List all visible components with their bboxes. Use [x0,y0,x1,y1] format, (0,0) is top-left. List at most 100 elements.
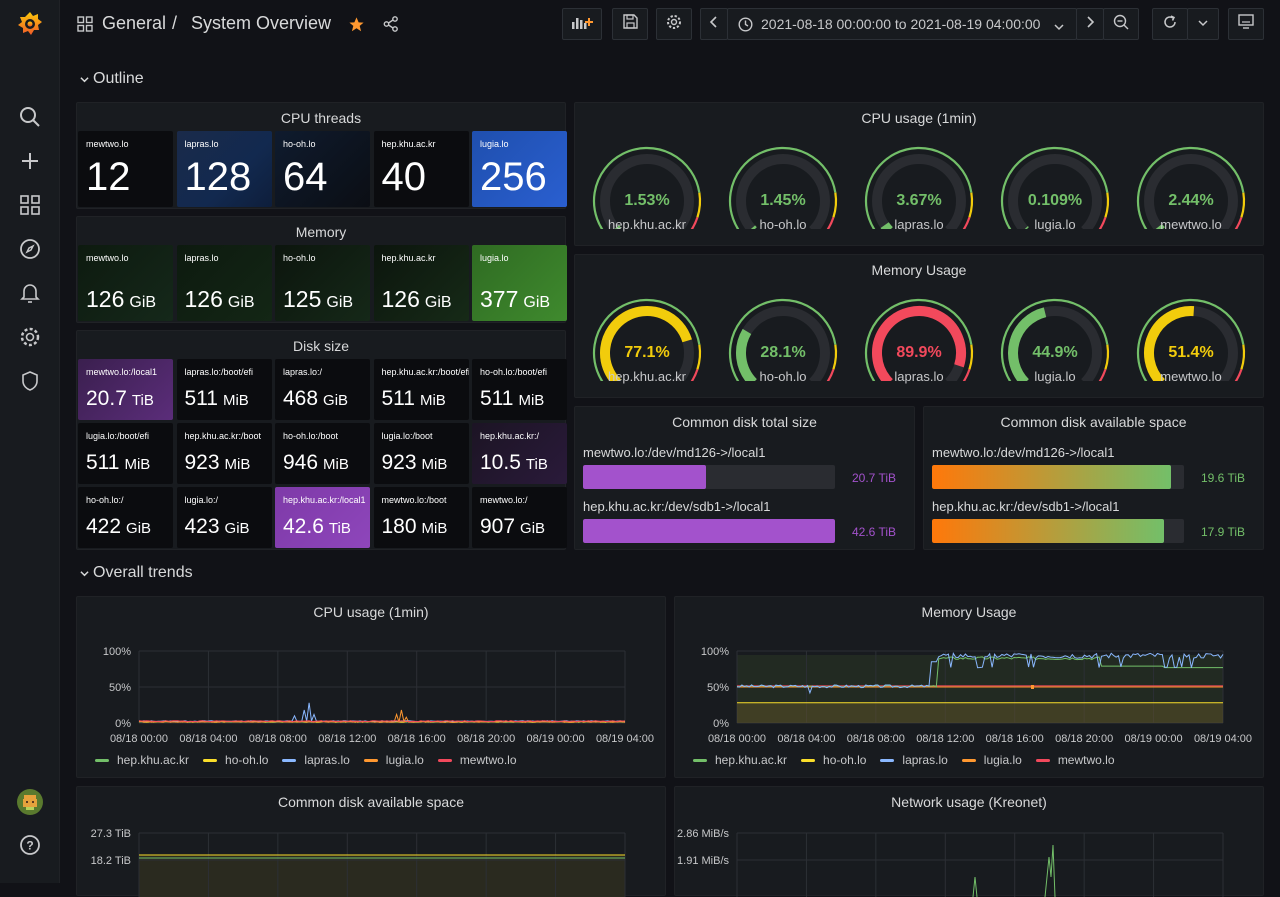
stat-tile[interactable]: lugia.lo:/ 423 GiB [176,487,272,548]
memory-usage-graph[interactable]: 100% 50% 0% 08/18 00:00 08/18 04:00 08/18 08:… [675,627,1263,777]
zoom-out-button[interactable] [1103,8,1139,40]
stat-value: 422 GiB [86,515,151,539]
row-outline-header[interactable]: Outline [80,70,144,88]
network-usage-graph[interactable]: 2.86 MiB/s 1.91 MiB/s [675,817,1263,897]
stat-number: 125 [283,286,322,312]
legend-item[interactable]: lugia.lo [363,753,424,767]
gauge[interactable]: 1.53% hep.khu.ac.kr [587,139,707,249]
cpu-usage-graph[interactable]: 100% 50% 0% 08/18 00:00 08/18 04:00 08/18 08:… [77,627,665,777]
legend-item[interactable]: mewtwo.lo [1035,753,1115,767]
stat-tile[interactable]: lapras.lo:/boot/efi 511 MiB [176,359,272,420]
legend-item[interactable]: lapras.lo [880,753,948,767]
stat-tile[interactable]: ho-oh.lo:/ 422 GiB [78,487,173,548]
user-avatar[interactable] [15,787,45,817]
stat-tile[interactable]: ho-oh.lo 64 [275,131,370,207]
stat-tile[interactable]: hep.khu.ac.kr 126 GiB [373,245,469,321]
time-range-back-button[interactable] [700,8,728,40]
stat-tile[interactable]: mewtwo.lo 126 GiB [78,245,173,321]
save-dashboard-button[interactable] [612,8,648,40]
dashboards-icon[interactable] [15,190,45,220]
stat-unit: MiB [222,392,249,409]
stat-tile[interactable]: lapras.lo 126 GiB [176,245,272,321]
stat-tile[interactable]: hep.khu.ac.kr:/local1 42.6 TiB [275,487,370,548]
time-range-picker[interactable]: 2021-08-18 00:00:00 to 2021-08-19 04:00:… [727,8,1077,40]
stat-tile[interactable]: lugia.lo 256 [472,131,567,207]
legend-item[interactable]: ho-oh.lo [801,753,866,767]
stat-tile[interactable]: hep.khu.ac.kr 40 [373,131,469,207]
stat-tile[interactable]: hep.khu.ac.kr:/boot 923 MiB [176,423,272,484]
stat-tile[interactable]: lapras.lo 128 [176,131,272,207]
bar-track [583,519,835,543]
stat-label: lapras.lo [184,253,219,263]
gauge[interactable]: 89.9% lapras.lo [859,291,979,401]
disk-available-graph[interactable]: 27.3 TiB 18.2 TiB [77,817,665,897]
stat-unit: GiB [224,520,250,537]
stat-tile[interactable]: lugia.lo:/boot/efi 511 MiB [78,423,173,484]
stat-tile[interactable]: ho-oh.lo 125 GiB [275,245,370,321]
refresh-button[interactable] [1152,8,1188,40]
breadcrumb-folder[interactable]: General [102,13,167,33]
bar-name: hep.khu.ac.kr:/dev/sdb1->/local1 [932,499,1120,514]
legend-item[interactable]: mewtwo.lo [437,753,517,767]
dashboard-settings-button[interactable] [656,8,692,40]
gauge[interactable]: 0.109% lugia.lo [995,139,1115,249]
row-trends-header[interactable]: Overall trends [80,564,193,582]
legend-item[interactable]: ho-oh.lo [203,753,268,767]
refresh-interval-dropdown[interactable] [1187,8,1219,40]
stat-number: 511 [480,387,514,410]
alerting-bell-icon[interactable] [15,278,45,308]
stat-tile[interactable]: mewtwo.lo 12 [78,131,173,207]
stat-tile[interactable]: mewtwo.lo:/local1 20.7 TiB [78,359,173,420]
stat-tile[interactable]: lugia.lo 377 GiB [472,245,567,321]
gauge[interactable]: 51.4% mewtwo.lo [1131,291,1251,401]
create-plus-icon[interactable] [15,146,45,176]
legend-item[interactable]: hep.khu.ac.kr [693,753,787,767]
gauge[interactable]: 28.1% ho-oh.lo [723,291,843,401]
series-line [138,702,626,723]
search-icon[interactable] [15,102,45,132]
panel-title: Network usage (Kreonet) [891,794,1047,810]
stat-value: 377 GiB [480,286,550,313]
stat-label: ho-oh.lo [283,139,316,149]
legend-item[interactable]: hep.khu.ac.kr [95,753,189,767]
x-tick-label: 08/18 16:00 [388,733,446,745]
add-panel-button[interactable] [562,8,602,40]
legend-item[interactable]: lugia.lo [961,753,1022,767]
tv-mode-button[interactable] [1228,8,1264,40]
dashboard-title[interactable]: System Overview [191,13,332,33]
gauge-value: 51.4% [1168,344,1214,361]
gauge[interactable]: 77.1% hep.khu.ac.kr [587,291,707,401]
star-icon[interactable] [348,16,365,38]
stat-tile[interactable]: lugia.lo:/boot 923 MiB [373,423,469,484]
stat-tile[interactable]: mewtwo.lo:/boot 180 MiB [373,487,469,548]
stat-tile[interactable]: hep.khu.ac.kr:/boot/efi 511 MiB [373,359,469,420]
stat-tile[interactable]: mewtwo.lo:/ 907 GiB [472,487,567,548]
help-icon[interactable]: ? [15,830,45,860]
gauge[interactable]: 44.9% lugia.lo [995,291,1115,401]
grafana-logo-icon[interactable] [15,9,45,39]
stat-tile[interactable]: ho-oh.lo:/boot 946 MiB [275,423,370,484]
stat-tile[interactable]: hep.khu.ac.kr:/ 10.5 TiB [472,423,567,484]
gauge[interactable]: 2.44% mewtwo.lo [1131,139,1251,249]
stat-tile[interactable]: ho-oh.lo:/boot/efi 511 MiB [472,359,567,420]
legend-swatch [961,758,976,762]
legend-item[interactable]: lapras.lo [282,753,350,767]
gauge[interactable]: 1.45% ho-oh.lo [723,139,843,249]
sidebar: ? [0,0,60,883]
x-tick-label: 08/18 04:00 [777,733,835,745]
gauge-value: 89.9% [896,344,942,361]
explore-compass-icon[interactable] [15,234,45,264]
panel-memory-usage-timeseries: Memory Usage 100% 50% 0% 08/18 00:00 08/18 0… [674,596,1264,778]
stat-tile[interactable]: lapras.lo:/ 468 GiB [275,359,370,420]
gauge-dial [592,298,702,392]
server-admin-shield-icon[interactable] [15,366,45,396]
legend-label: lugia.lo [983,753,1022,767]
stat-value: 511 MiB [185,387,249,411]
configuration-gear-icon[interactable] [15,322,45,352]
share-icon[interactable] [383,16,399,37]
stat-label: mewtwo.lo:/local1 [86,367,158,377]
gauge[interactable]: 3.67% lapras.lo [859,139,979,249]
stat-label: ho-oh.lo:/boot [283,431,339,441]
legend-label: hep.khu.ac.kr [715,753,788,767]
time-range-forward-button[interactable] [1076,8,1104,40]
